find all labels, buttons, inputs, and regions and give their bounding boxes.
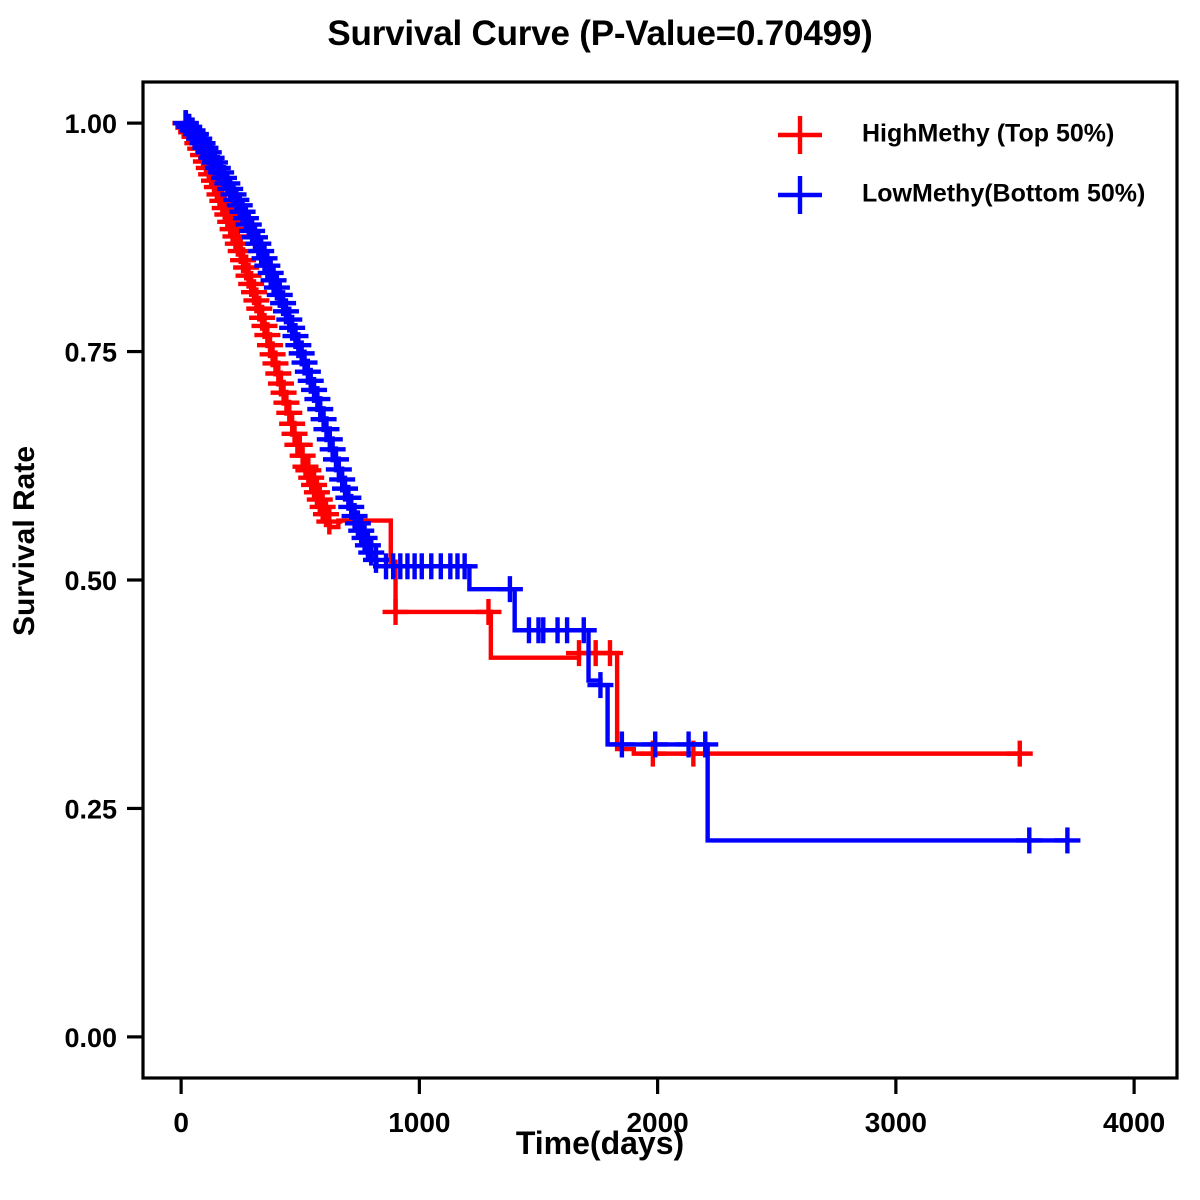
censor-mark xyxy=(1054,827,1081,854)
censor-mark xyxy=(316,508,343,535)
censor-mark xyxy=(241,224,268,251)
censor-mark xyxy=(587,672,614,699)
censor-mark xyxy=(1006,740,1033,767)
censor-mark xyxy=(232,205,259,232)
x-tick-label: 1000 xyxy=(388,1107,450,1138)
legend-plus-icon xyxy=(778,176,822,214)
censor-mark xyxy=(208,159,235,186)
series-layer xyxy=(172,110,1081,854)
censor-mark xyxy=(281,420,308,447)
censor-mark xyxy=(608,731,635,758)
km-step-line xyxy=(181,120,1020,756)
censor-mark xyxy=(276,399,303,426)
chart-legend: HighMethy (Top 50%) LowMethy(Bottom 50%) xyxy=(778,116,1145,214)
plot-frame xyxy=(141,80,1179,1080)
x-tick-label: 2000 xyxy=(626,1107,688,1138)
censor-mark xyxy=(475,598,502,625)
censor-mark xyxy=(570,617,597,644)
page-title: Survival Curve (P-Value=0.70499) xyxy=(327,14,873,53)
y-tick-label: 0.00 xyxy=(64,1023,117,1053)
censor-mark xyxy=(223,186,250,213)
y-axis-ticks: 0.00 0.25 0.50 0.75 1.00 xyxy=(64,109,143,1053)
legend-item-low-methy[interactable]: LowMethy(Bottom 50%) xyxy=(778,176,1145,214)
censor-mark xyxy=(214,170,241,197)
x-axis-label: Time(days) xyxy=(515,1125,685,1161)
legend-plus-icon xyxy=(778,116,822,154)
x-tick-label: 4000 xyxy=(1103,1107,1165,1138)
censor-mark xyxy=(292,453,319,480)
censor-mark xyxy=(289,442,316,469)
x-axis-ticks: 0 1000 2000 3000 4000 xyxy=(173,1078,1165,1138)
censor-mark xyxy=(692,731,719,758)
censor-mark xyxy=(451,553,478,580)
censor-mark xyxy=(226,192,253,219)
censor-mark xyxy=(382,598,409,625)
censor-mark xyxy=(642,731,669,758)
km-series-high-methy xyxy=(172,110,1033,767)
legend-label: HighMethy (Top 50%) xyxy=(862,120,1114,148)
y-tick-label: 1.00 xyxy=(64,109,117,139)
km-series-low-methy xyxy=(172,110,1081,854)
censor-mark xyxy=(217,175,244,202)
legend-label: LowMethy(Bottom 50%) xyxy=(862,180,1145,208)
x-tick-label: 0 xyxy=(173,1107,189,1138)
y-tick-label: 0.25 xyxy=(64,794,117,824)
censor-mark xyxy=(211,164,238,191)
censor-mark xyxy=(596,640,623,667)
x-tick-label: 3000 xyxy=(865,1107,927,1138)
legend-item-high-methy[interactable]: HighMethy (Top 50%) xyxy=(778,116,1114,154)
censor-mark xyxy=(229,198,256,225)
censor-mark xyxy=(220,181,247,208)
censor-mark xyxy=(496,576,523,603)
censor-mark xyxy=(235,211,262,238)
censor-mark xyxy=(239,217,266,244)
censor-mark xyxy=(286,431,313,458)
y-tick-label: 0.75 xyxy=(64,338,117,368)
censor-mark xyxy=(1016,827,1043,854)
y-tick-label: 0.50 xyxy=(64,566,117,596)
